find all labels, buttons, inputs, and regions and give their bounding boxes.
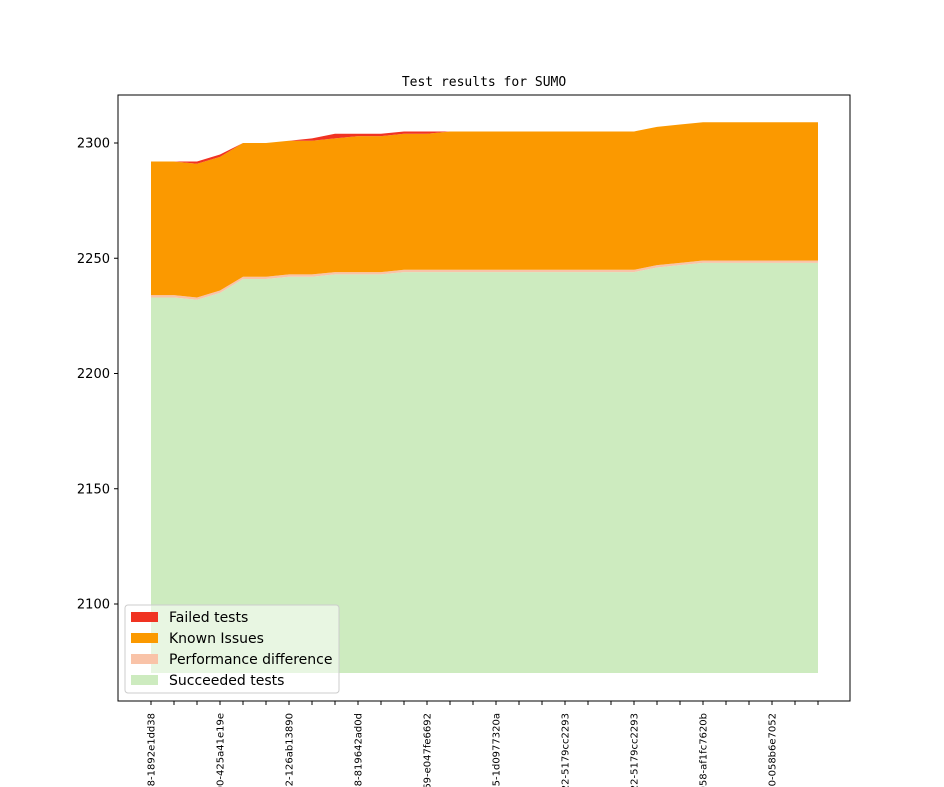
legend-swatch-succeeded-tests (131, 675, 158, 685)
y-tick-label: 2150 (77, 482, 110, 497)
legend: Failed tests Known Issues Performance diff… (124, 604, 340, 694)
area-known-issues (151, 122, 818, 298)
area-succeeded-tests (151, 262, 818, 673)
x-tick-label: 18-1892e1dd38 (147, 713, 158, 787)
legend-swatch-failed-tests (131, 612, 158, 622)
y-tick-label: 2300 (77, 137, 110, 152)
y-tick-label: 2100 (77, 598, 110, 613)
x-tick-label: 058-af1fc7620b (699, 713, 710, 787)
y-axis: 2100 2150 2200 2250 2300 (77, 137, 118, 613)
legend-label-succeeded-tests: Succeeded tests (169, 673, 284, 689)
x-tick-label: 22-5179cc2293 (630, 713, 641, 787)
x-tick-label: 22-5179cc2293 (561, 713, 572, 787)
legend-label-performance-difference: Performance difference (169, 652, 332, 668)
x-tick-label: 52-126ab13890 (285, 713, 296, 787)
legend-label-known-issues: Known Issues (169, 631, 264, 647)
x-tick-label: 30-058b6e7052 (768, 713, 779, 787)
area-series-group (151, 122, 818, 673)
chart-title: Test results for SUMO (402, 75, 567, 90)
x-tick-label: 28-819642ad0d (354, 713, 365, 787)
y-tick-label: 2250 (77, 252, 110, 267)
x-tick-label: 00-425a41e19e (216, 713, 227, 787)
legend-box (124, 604, 340, 694)
legend-label-failed-tests: Failed tests (169, 610, 248, 626)
y-tick-label: 2200 (77, 367, 110, 382)
legend-swatch-performance-difference (131, 654, 158, 664)
x-tick-label: 35-1d0977320a (492, 713, 503, 787)
x-axis: 18-1892e1dd38 00-425a41e19e 52-126ab13890 2… (147, 701, 819, 787)
legend-swatch-known-issues (131, 633, 158, 643)
x-tick-label: 69-e047fe6692 (423, 713, 434, 787)
plot-frame (117, 94, 851, 702)
